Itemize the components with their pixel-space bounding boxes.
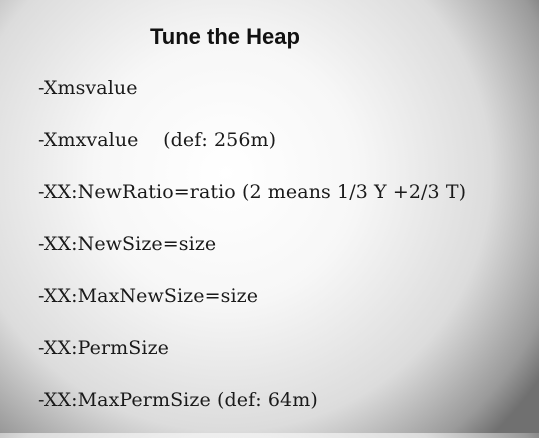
option-maxnewsize: -XX:MaxNewSize=size: [38, 285, 259, 307]
jvm-option-list: -Xmsvalue -Xmxvalue (def: 256m) -XX:NewR…: [38, 74, 466, 438]
option-permsize: -XX:PermSize: [38, 337, 170, 359]
option-xmx: -Xmxvalue (def: 256m): [38, 129, 277, 151]
slide-title: Tune the Heap: [150, 24, 300, 49]
option-maxpermsize: -XX:MaxPermSize (def: 64m): [38, 389, 318, 411]
option-newratio: -XX:NewRatio=ratio (2 means 1/3 Y +2/3 T…: [38, 181, 467, 203]
option-newsize: -XX:NewSize=size: [38, 233, 217, 255]
option-xms: -Xmsvalue: [38, 77, 138, 99]
